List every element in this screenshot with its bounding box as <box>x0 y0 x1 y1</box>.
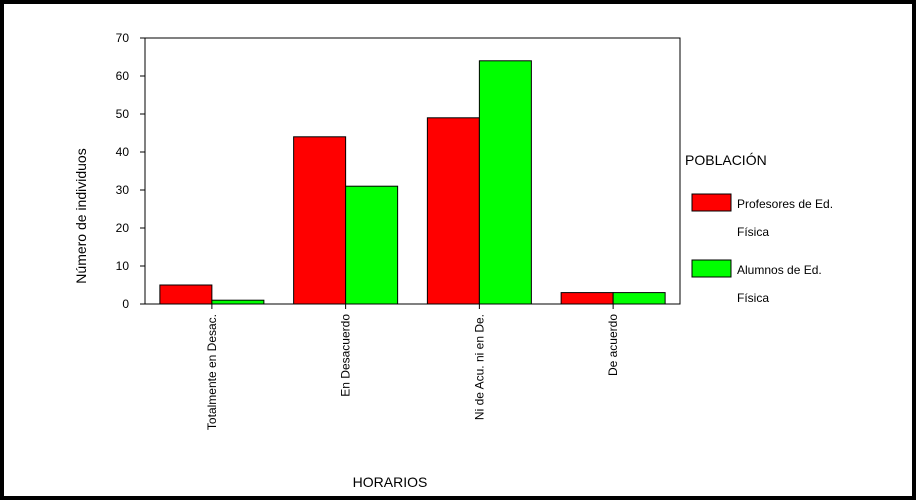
legend-label-profesores-line1: Profesores de Ed. <box>737 197 833 211</box>
plot-border <box>144 37 681 305</box>
bar <box>426 117 480 305</box>
bar <box>345 185 399 305</box>
y-tick-label: 70 <box>116 31 130 45</box>
x-tick-label: De acuerdo <box>606 314 620 376</box>
legend-label-alumnos-line2: Física <box>737 291 769 305</box>
legend-label-profesores-line2: Física <box>737 225 769 239</box>
legend-swatch-profesores <box>691 193 732 212</box>
y-tick-label: 20 <box>116 221 130 235</box>
y-tick-label: 0 <box>122 297 129 311</box>
y-tick-label: 10 <box>116 259 130 273</box>
legend-swatch-alumnos <box>691 259 732 278</box>
y-tick-label: 60 <box>116 69 130 83</box>
bar <box>478 60 532 305</box>
y-tick-label: 40 <box>116 145 130 159</box>
bar <box>211 299 265 305</box>
y-tick-label: 30 <box>116 183 130 197</box>
plot-area: 0 10 20 30 40 50 60 70 Totalmente en Desac. En De… <box>116 31 681 430</box>
bar <box>159 284 213 305</box>
y-tick-label: 50 <box>116 107 130 121</box>
x-tick-label: En Desacuerdo <box>339 314 353 397</box>
x-tick-label: Ni de Acu. ni en De. <box>472 314 486 420</box>
y-axis-label: Número de individuos <box>73 148 89 283</box>
bar <box>293 136 347 305</box>
legend-title: POBLACIÓN <box>685 152 767 168</box>
x-tick-label: Totalmente en Desac. <box>205 314 219 430</box>
bar <box>612 292 666 305</box>
legend-label-alumnos-line1: Alumnos de Ed. <box>737 263 822 277</box>
bar <box>560 292 614 305</box>
x-axis-label: HORARIOS <box>353 474 428 490</box>
